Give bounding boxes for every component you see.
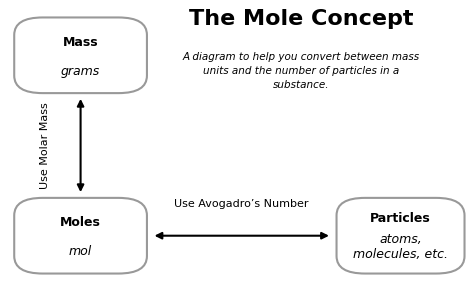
Text: Mass: Mass	[63, 36, 99, 49]
Text: atoms,
molecules, etc.: atoms, molecules, etc.	[353, 233, 448, 261]
Text: Particles: Particles	[370, 212, 431, 225]
Text: Use Avogadro’s Number: Use Avogadro’s Number	[174, 199, 309, 209]
Text: The Mole Concept: The Mole Concept	[189, 9, 413, 29]
Text: grams: grams	[61, 65, 100, 78]
Text: mol: mol	[69, 245, 92, 258]
FancyBboxPatch shape	[337, 198, 465, 274]
FancyBboxPatch shape	[14, 17, 147, 93]
FancyBboxPatch shape	[14, 198, 147, 274]
Text: Moles: Moles	[60, 216, 101, 229]
Text: Use Molar Mass: Use Molar Mass	[40, 102, 50, 189]
Text: A diagram to help you convert between mass
units and the number of particles in : A diagram to help you convert between ma…	[182, 52, 419, 91]
